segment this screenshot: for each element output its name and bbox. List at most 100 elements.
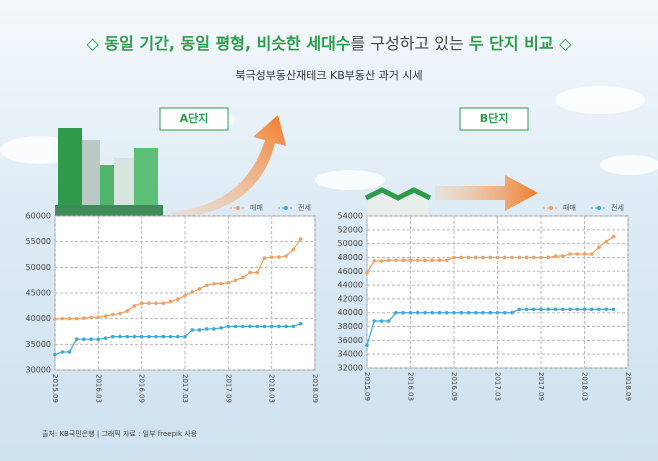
point	[197, 328, 202, 332]
point	[488, 255, 493, 260]
y-tick-label: 36000	[338, 336, 363, 345]
point	[67, 316, 72, 321]
point	[473, 310, 478, 315]
point	[212, 281, 216, 286]
point	[415, 310, 420, 315]
point	[444, 258, 449, 263]
arrow-a	[170, 115, 286, 218]
point	[233, 278, 238, 282]
point	[365, 343, 369, 348]
point	[291, 247, 296, 252]
point	[394, 258, 398, 263]
x-tick-label: 2017.09	[224, 374, 232, 403]
point	[604, 239, 609, 244]
legend-label: 전세	[298, 203, 311, 212]
point	[82, 316, 86, 320]
point	[401, 310, 406, 315]
point	[568, 252, 572, 256]
point	[219, 326, 223, 330]
y-tick-label: 44000	[338, 281, 363, 290]
point	[204, 327, 209, 331]
buildings-a	[55, 128, 163, 216]
point	[284, 254, 288, 258]
point	[546, 307, 551, 312]
legend-label: 매매	[250, 204, 263, 212]
x-tick-label: 2018.03	[268, 374, 276, 403]
point	[53, 352, 57, 357]
point	[168, 334, 173, 339]
point	[560, 254, 565, 258]
point	[226, 280, 231, 285]
point	[240, 324, 245, 329]
point	[379, 259, 384, 263]
y-tick-label: 54000	[338, 212, 363, 221]
chart-title-box	[159, 107, 229, 131]
arrow-b	[435, 175, 538, 211]
point	[394, 310, 398, 315]
point	[96, 337, 101, 342]
y-tick-label: 48000	[338, 253, 363, 262]
title-part: ◇	[87, 34, 105, 53]
point	[212, 327, 216, 331]
point	[444, 310, 449, 315]
point	[125, 334, 130, 339]
legend-label: 전세	[611, 203, 624, 212]
point	[597, 307, 601, 312]
point	[67, 350, 72, 354]
point	[110, 312, 115, 317]
legend-marker	[597, 206, 601, 210]
legend-marker	[549, 206, 553, 210]
point	[437, 310, 442, 315]
x-tick-label: 2017.03	[494, 372, 502, 401]
point	[132, 334, 137, 339]
point	[365, 270, 369, 275]
point	[437, 258, 442, 263]
x-tick-label: 2016.03	[407, 372, 415, 401]
point	[204, 283, 209, 288]
title-part: 동일 기간, 동일 평형, 비슷한 세대수	[104, 34, 350, 53]
point	[269, 255, 274, 259]
x-tick-label: 2018.03	[581, 372, 589, 401]
point	[82, 337, 86, 342]
title-part: ◇	[554, 34, 573, 53]
point	[531, 255, 536, 260]
point	[408, 310, 413, 315]
point	[372, 319, 377, 323]
point	[110, 334, 115, 339]
x-tick-label: 2016.09	[138, 374, 146, 403]
point	[161, 334, 166, 339]
legend-marker	[284, 206, 288, 210]
y-tick-label: 52000	[338, 225, 363, 234]
point	[466, 255, 471, 260]
point	[147, 334, 151, 339]
point	[502, 255, 507, 260]
point	[575, 252, 580, 256]
point	[386, 258, 391, 263]
title: ◇ 동일 기간, 동일 평형, 비슷한 세대수를 구성하고 있는 두 단지 비교…	[87, 34, 573, 53]
point	[466, 310, 471, 315]
x-tick-label: 2018.09	[311, 374, 319, 403]
point	[89, 337, 93, 342]
y-tick-label: 34000	[338, 350, 363, 359]
point	[524, 255, 529, 260]
title-part: 를 구성하고 있는	[351, 34, 469, 53]
x-tick-label: 2016.09	[450, 372, 458, 401]
chart-title: A단지	[180, 111, 209, 125]
point	[139, 334, 144, 339]
y-tick-label: 30000	[26, 366, 51, 375]
point	[517, 307, 522, 312]
point	[248, 270, 252, 275]
point	[415, 258, 420, 263]
x-tick-label: 2015.09	[51, 374, 59, 403]
point	[488, 310, 493, 315]
point	[277, 255, 281, 259]
point	[430, 258, 435, 263]
point	[582, 307, 587, 312]
point	[589, 307, 594, 312]
point	[495, 255, 500, 260]
point	[219, 281, 223, 286]
buildings-b	[364, 187, 432, 216]
point	[510, 255, 514, 260]
point	[582, 252, 587, 256]
